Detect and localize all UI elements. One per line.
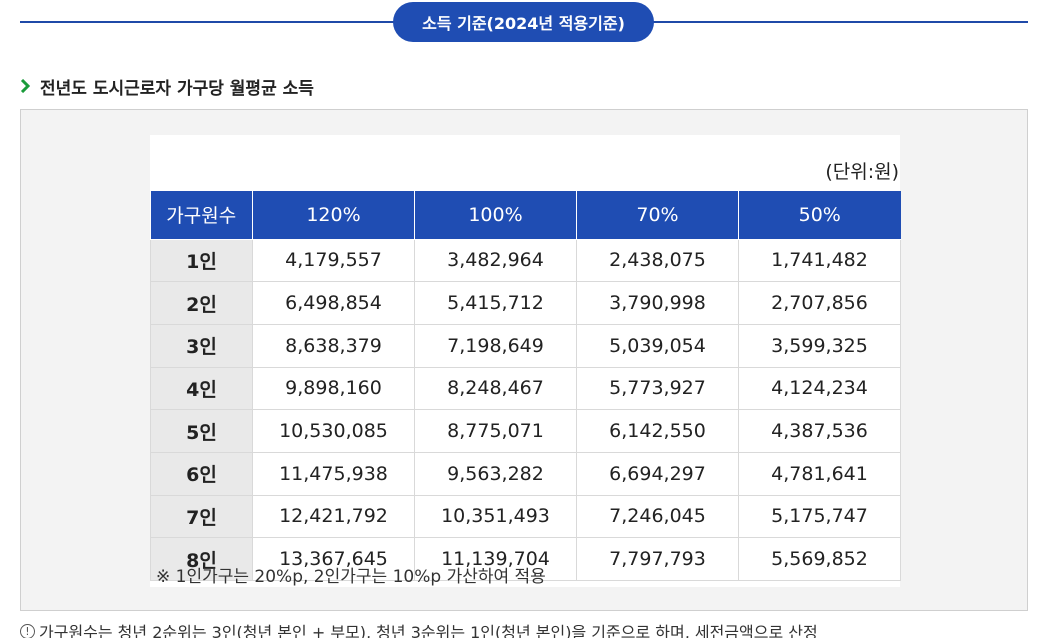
income-value-cell: 5,569,852 [738, 537, 901, 581]
section-title-text: 전년도 도시근로자 가구당 월평균 소득 [40, 78, 314, 99]
income-value-cell: 2,438,075 [576, 238, 739, 283]
income-value-cell: 2,707,856 [738, 281, 901, 325]
income-value-cell: 6,694,297 [576, 451, 739, 496]
household-size-cell: 6인 [150, 451, 253, 496]
income-value-cell: 4,124,234 [738, 366, 901, 411]
income-value-cell: 9,898,160 [252, 366, 415, 411]
income-value-cell: 6,142,550 [576, 409, 739, 453]
income-value-cell: 5,773,927 [576, 366, 739, 411]
household-size-cell: 3인 [150, 323, 253, 368]
income-table-container: (단위:원) 가구원수 120% 100% 70% 50% 1인 4,179,55… [150, 135, 901, 587]
household-size-cell: 5인 [150, 409, 253, 453]
table-row: 8인 13,367,645 11,139,704 7,797,793 5,569,852 [150, 537, 901, 581]
info-circle-icon: ! [20, 623, 35, 638]
income-value-cell: 1,741,482 [738, 238, 901, 283]
table-row: 1인 4,179,557 3,482,964 2,438,075 1,741,482 [150, 238, 901, 283]
table-row: 2인 6,498,854 5,415,712 3,790,998 2,707,856 [150, 281, 901, 325]
household-size-cell: 7인 [150, 494, 253, 539]
column-header: 70% [576, 191, 739, 240]
income-value-cell: 4,781,641 [738, 451, 901, 496]
income-standard-badge: 소득 기준(2024년 적용기준) [393, 2, 654, 42]
income-value-cell: 8,248,467 [414, 366, 577, 411]
income-value-cell: 11,139,704 [414, 537, 577, 581]
income-value-cell: 4,179,557 [252, 238, 415, 283]
table-row: 6인 11,475,938 9,563,282 6,694,297 4,781,641 [150, 451, 901, 496]
footer-note-text: 가구원수는 청년 2순위는 3인(청년 본인 + 부모), 청년 3순위는 1인… [39, 623, 818, 638]
household-size-cell: 2인 [150, 281, 253, 325]
table-row: 3인 8,638,379 7,198,649 5,039,054 3,599,325 [150, 323, 901, 368]
footer-note: ! 가구원수는 청년 2순위는 3인(청년 본인 + 부모), 청년 3순위는 … [20, 619, 818, 638]
column-header: 100% [414, 191, 577, 240]
column-header: 가구원수 [150, 191, 253, 240]
income-value-cell: 8,638,379 [252, 323, 415, 368]
household-size-cell: 8인 [150, 537, 253, 581]
income-value-cell: 10,530,085 [252, 409, 415, 453]
income-value-cell: 5,039,054 [576, 323, 739, 368]
income-table: 가구원수 120% 100% 70% 50% 1인 4,179,557 3,482,… [150, 191, 901, 581]
income-value-cell: 5,175,747 [738, 494, 901, 539]
income-value-cell: 5,415,712 [414, 281, 577, 325]
column-header: 50% [738, 191, 901, 240]
income-value-cell: 10,351,493 [414, 494, 577, 539]
chevron-right-icon [20, 78, 34, 94]
income-table-panel: (단위:원) 가구원수 120% 100% 70% 50% 1인 4,179,55… [20, 109, 1028, 611]
income-value-cell: 7,198,649 [414, 323, 577, 368]
table-row: 7인 12,421,792 10,351,493 7,246,045 5,175,747 [150, 494, 901, 539]
income-value-cell: 13,367,645 [252, 537, 415, 581]
table-header-row: 가구원수 120% 100% 70% 50% [150, 191, 901, 240]
table-note: ※ 1인가구는 20%p, 2인가구는 10%p 가산하여 적용 [156, 567, 546, 587]
income-value-cell: 3,482,964 [414, 238, 577, 283]
column-header: 120% [252, 191, 415, 240]
section-title: 전년도 도시근로자 가구당 월평균 소득 [20, 74, 314, 99]
income-value-cell: 6,498,854 [252, 281, 415, 325]
unit-label: (단위:원) [825, 161, 899, 183]
table-row: 5인 10,530,085 8,775,071 6,142,550 4,387,536 [150, 409, 901, 453]
income-value-cell: 3,790,998 [576, 281, 739, 325]
income-value-cell: 12,421,792 [252, 494, 415, 539]
income-value-cell: 7,797,793 [576, 537, 739, 581]
household-size-cell: 1인 [150, 238, 253, 283]
income-value-cell: 9,563,282 [414, 451, 577, 496]
income-value-cell: 8,775,071 [414, 409, 577, 453]
household-size-cell: 4인 [150, 366, 253, 411]
income-value-cell: 4,387,536 [738, 409, 901, 453]
income-value-cell: 11,475,938 [252, 451, 415, 496]
income-value-cell: 7,246,045 [576, 494, 739, 539]
income-value-cell: 3,599,325 [738, 323, 901, 368]
table-row: 4인 9,898,160 8,248,467 5,773,927 4,124,234 [150, 366, 901, 411]
